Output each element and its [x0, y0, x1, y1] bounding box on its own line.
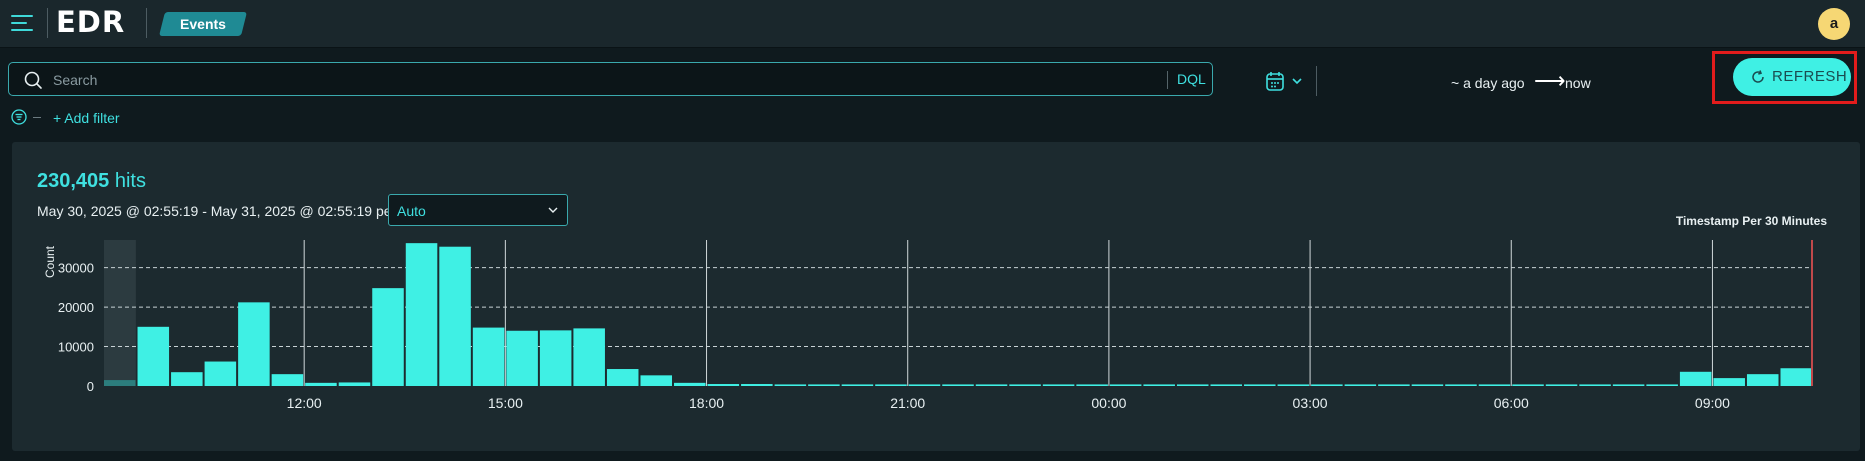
histogram-bar: [1679, 371, 1712, 386]
histogram-bar: [640, 375, 673, 386]
interval-select[interactable]: Auto: [388, 194, 568, 226]
range-start-button[interactable]: ~ a day ago: [1451, 75, 1525, 91]
histogram-bar: [472, 327, 505, 386]
histogram-bar: [1478, 384, 1511, 386]
histogram-bar: [606, 369, 639, 386]
filter-icon[interactable]: [11, 109, 27, 125]
histogram-bar: [1009, 384, 1041, 386]
y-tick-label: 30000: [58, 261, 94, 276]
header-divider: [47, 8, 48, 38]
x-tick-label: 09:00: [1695, 395, 1730, 411]
histogram-bar: [1210, 384, 1243, 386]
histogram-bar: [1344, 384, 1377, 386]
header-divider: [146, 8, 147, 38]
x-tick-label: 18:00: [689, 395, 724, 411]
x-tick-label: 00:00: [1091, 395, 1126, 411]
highlight-box: [1712, 51, 1857, 104]
refresh-icon: [1752, 70, 1764, 83]
x-tick-label: 21:00: [890, 395, 925, 411]
histogram-bar: [271, 374, 304, 386]
histogram-bar: [942, 384, 974, 386]
histogram-bar: [1311, 384, 1343, 386]
histogram-bar: [405, 243, 438, 386]
x-tick-label: 06:00: [1494, 395, 1529, 411]
date-picker-button[interactable]: [1264, 70, 1306, 94]
histogram-bar: [1244, 384, 1276, 386]
histogram-bar: [808, 384, 840, 386]
histogram-bar: [1579, 384, 1611, 386]
histogram-bar: [1378, 384, 1410, 386]
chart-title: Timestamp Per 30 Minutes: [1676, 214, 1827, 228]
hits-label: hits: [114, 170, 146, 192]
histogram-bar: [908, 384, 941, 386]
histogram-bar: [439, 246, 471, 386]
chevron-down-icon: [548, 207, 558, 213]
histogram-bar: [104, 380, 136, 386]
app-header: EDR Events a: [0, 0, 1865, 48]
histogram-bar: [741, 384, 773, 386]
x-tick-label: 15:00: [488, 395, 523, 411]
search-input[interactable]: [53, 69, 1153, 91]
x-tick-label: 12:00: [287, 395, 322, 411]
calendar-icon: [1266, 72, 1302, 91]
histogram-bar: [1143, 384, 1175, 386]
y-tick-label: 10000: [58, 340, 94, 355]
histogram-bar: [238, 302, 270, 386]
filter-divider: [33, 117, 41, 118]
search-icon: [24, 71, 42, 89]
dql-toggle-button[interactable]: DQL: [1177, 71, 1206, 87]
histogram-bar: [1445, 384, 1477, 386]
histogram-bar: [1746, 374, 1779, 386]
histogram-bar: [1076, 384, 1108, 386]
range-arrow-icon: ⟶: [1534, 68, 1566, 93]
histogram-bar: [841, 384, 874, 386]
app-logo: EDR: [56, 5, 126, 39]
histogram-bar: [707, 384, 740, 386]
histogram-bar: [1176, 384, 1209, 386]
y-tick-label: 20000: [58, 300, 94, 315]
histogram-bar: [674, 382, 706, 386]
partial-bucket-shade: [104, 240, 136, 386]
refresh-button-label: REFRESH: [1772, 68, 1848, 85]
histogram-bar: [305, 382, 337, 386]
histogram-bar: [875, 384, 907, 386]
user-avatar[interactable]: a: [1818, 8, 1850, 40]
result-range-text: May 30, 2025 @ 02:55:19 - May 31, 2025 @…: [37, 203, 397, 219]
histogram-bar: [137, 326, 170, 386]
refresh-button[interactable]: REFRESH: [1733, 58, 1851, 96]
histogram-bar: [1042, 384, 1075, 386]
histogram-bar: [338, 382, 371, 386]
hits-number: 230,405: [37, 170, 110, 192]
histogram-bar: [1109, 384, 1142, 386]
y-axis-label: Count: [43, 245, 57, 278]
menu-icon[interactable]: [11, 13, 37, 33]
search-divider: [1167, 71, 1168, 89]
histogram-bar: [1277, 384, 1310, 386]
histogram-bar: [204, 361, 237, 386]
search-bar: DQL: [8, 62, 1213, 96]
interval-select-value: Auto: [397, 203, 426, 219]
histogram-bar: [1713, 378, 1745, 386]
histogram-bar: [372, 288, 404, 386]
histogram-bar: [774, 384, 807, 386]
add-filter-button[interactable]: + Add filter: [53, 110, 120, 126]
histogram-bar: [1411, 384, 1444, 386]
histogram-bar: [975, 384, 1008, 386]
histogram-bar: [1612, 384, 1645, 386]
hits-count: 230,405 hits: [37, 170, 146, 193]
histogram-bar: [1780, 368, 1813, 386]
histogram-bar: [1545, 384, 1578, 386]
histogram-bar: [506, 330, 538, 386]
histogram-panel: [12, 142, 1860, 451]
range-divider: [1316, 66, 1317, 96]
histogram-bar: [171, 372, 203, 386]
histogram-bar: [539, 330, 572, 386]
range-end-button[interactable]: now: [1565, 75, 1591, 91]
histogram-bar: [1512, 384, 1544, 386]
y-tick-label: 0: [87, 379, 94, 394]
histogram-bar: [573, 328, 605, 386]
x-tick-label: 03:00: [1293, 395, 1328, 411]
histogram-bar: [1646, 384, 1678, 386]
